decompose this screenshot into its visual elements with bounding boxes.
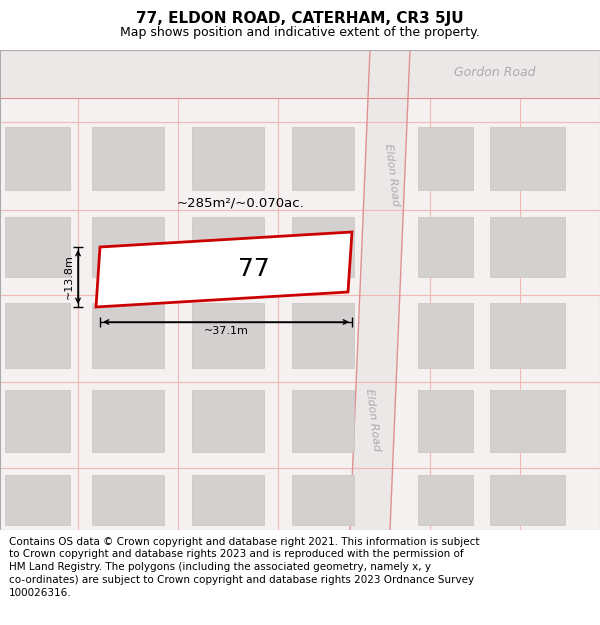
Bar [5,127,70,190]
Polygon shape [350,50,410,530]
Bar [192,127,264,190]
Text: Eldon Road: Eldon Road [364,388,382,452]
Bar [418,303,473,368]
Bar [292,303,354,368]
Bar [5,303,70,368]
Bar [5,217,70,277]
Polygon shape [0,50,600,98]
Text: ~285m²/~0.070ac.: ~285m²/~0.070ac. [176,197,304,210]
Bar [92,127,164,190]
Text: Eldon Road: Eldon Road [383,143,401,207]
Bar [92,303,164,368]
Text: 77: 77 [238,258,270,281]
Bar [292,217,354,277]
Bar [192,303,264,368]
Bar [418,127,473,190]
Text: Contains OS data © Crown copyright and database right 2021. This information is : Contains OS data © Crown copyright and d… [9,537,479,598]
Bar [5,475,70,525]
Text: 77, ELDON ROAD, CATERHAM, CR3 5JU: 77, ELDON ROAD, CATERHAM, CR3 5JU [136,11,464,26]
Bar [418,390,473,452]
Bar [490,390,565,452]
Bar [92,475,164,525]
Polygon shape [96,232,352,307]
Bar [192,390,264,452]
Bar [92,390,164,452]
Bar [418,475,473,525]
Bar [192,475,264,525]
Polygon shape [0,50,600,530]
Bar [292,127,354,190]
Bar [92,217,164,277]
Text: Gordon Road: Gordon Road [454,66,536,79]
Bar [490,217,565,277]
Bar [490,127,565,190]
Bar [292,390,354,452]
Text: ~37.1m: ~37.1m [203,326,248,336]
Bar [490,303,565,368]
Bar [418,217,473,277]
Bar [490,475,565,525]
Bar [5,390,70,452]
Bar [292,475,354,525]
Bar [192,217,264,277]
Text: Map shows position and indicative extent of the property.: Map shows position and indicative extent… [120,26,480,39]
Text: ~13.8m: ~13.8m [64,254,74,299]
